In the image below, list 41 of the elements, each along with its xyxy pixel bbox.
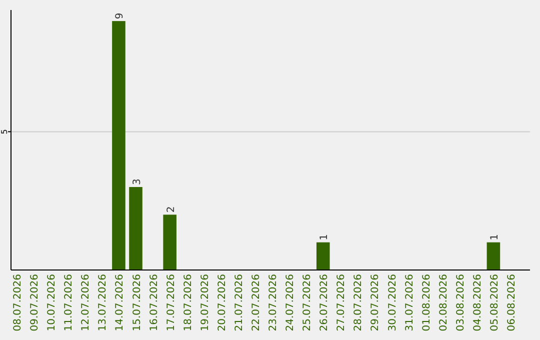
- x-tick-label: 25.07.2026: [302, 274, 314, 332]
- x-tick-label: 05.08.2026: [489, 274, 500, 332]
- x-tick-label: 26.07.2026: [319, 274, 330, 332]
- data-label: 9: [114, 12, 126, 20]
- x-tick-label: 04.08.2026: [472, 274, 484, 332]
- x-tick-label: 27.07.2026: [336, 274, 348, 332]
- data-label: 1: [489, 234, 500, 240]
- data-label: 1: [319, 234, 330, 240]
- x-tick-label: 21.07.2026: [234, 274, 245, 332]
- x-tick-label: 08.07.2026: [12, 274, 24, 332]
- x-tick-label: 18.07.2026: [182, 274, 194, 332]
- x-tick-label: 23.07.2026: [268, 274, 280, 332]
- bar: [486, 242, 500, 270]
- x-tick-label: 24.07.2026: [285, 274, 296, 332]
- x-tick-label: 16.07.2026: [148, 274, 160, 332]
- x-tick-label: 30.07.2026: [387, 274, 398, 332]
- x-tick-label: 22.07.2026: [250, 274, 262, 332]
- x-tick-label: 10.07.2026: [46, 274, 58, 332]
- x-tick-label: 17.07.2026: [166, 274, 177, 332]
- x-tick-label: 06.08.2026: [506, 274, 518, 332]
- x-tick-label: 14.07.2026: [114, 274, 126, 332]
- x-tick-label: 29.07.2026: [370, 274, 382, 332]
- data-label: 3: [132, 178, 143, 186]
- x-tick-label: 02.08.2026: [438, 274, 450, 332]
- x-tick-label: 19.07.2026: [200, 274, 211, 332]
- bar: [163, 214, 176, 270]
- x-tick-label: 20.07.2026: [216, 274, 228, 332]
- x-tick-label: 03.08.2026: [455, 274, 466, 332]
- x-tick-label: 11.07.2026: [64, 274, 75, 332]
- x-tick-label: 28.07.2026: [353, 274, 364, 332]
- x-tick-label: 09.07.2026: [30, 274, 41, 332]
- bar: [112, 21, 126, 270]
- x-tick-label: 31.07.2026: [404, 274, 416, 332]
- x-tick-label: 12.07.2026: [80, 274, 92, 332]
- x-tick-label: 01.08.2026: [421, 274, 432, 332]
- y-tick-label: 5: [0, 129, 9, 134]
- bar: [129, 187, 142, 270]
- x-tick-label: 15.07.2026: [132, 274, 143, 332]
- x-tick-label: 13.07.2026: [98, 274, 109, 332]
- data-label: 2: [166, 206, 177, 213]
- bar: [316, 242, 330, 270]
